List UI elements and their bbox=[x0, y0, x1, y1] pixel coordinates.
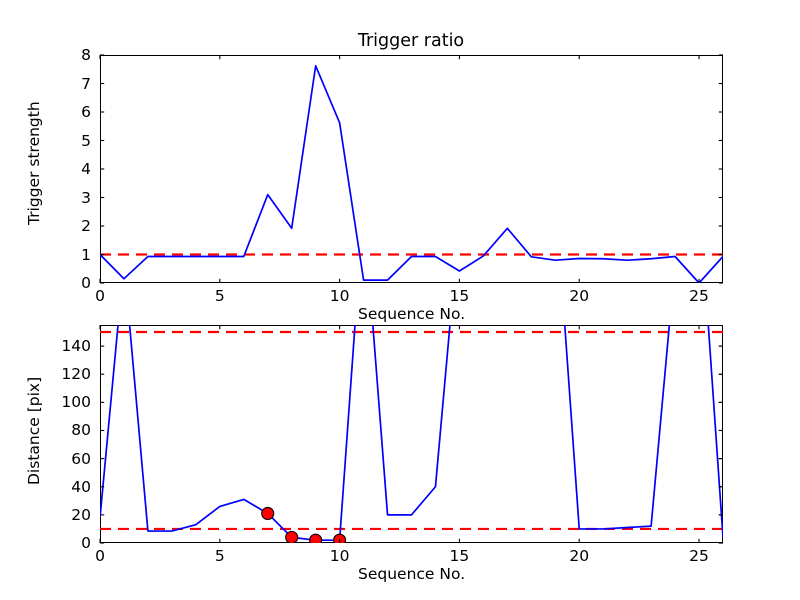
distance-xtick: 10 bbox=[329, 547, 350, 565]
trigger-ratio-canvas bbox=[99, 54, 723, 284]
distance-ytick: 20 bbox=[71, 505, 91, 524]
distance-xtick: 0 bbox=[95, 547, 105, 565]
trigger-ratio-xtick: 20 bbox=[569, 287, 590, 305]
axes-frame-top bbox=[100, 55, 723, 283]
distance-xtick: 15 bbox=[449, 547, 470, 565]
chart-title: Trigger ratio bbox=[357, 31, 465, 51]
trigger-ratio-ytick: 5 bbox=[81, 131, 91, 150]
distance-ytick: 140 bbox=[61, 337, 91, 356]
trigger-ratio-ytick: 2 bbox=[81, 217, 91, 235]
distance-xtick: 5 bbox=[214, 547, 225, 565]
series-line-0 bbox=[100, 325, 723, 542]
trigger-ratio-ytick: 6 bbox=[81, 103, 91, 121]
trigger-ratio-ytick: 0 bbox=[81, 274, 91, 292]
trigger-ratio-axes bbox=[99, 54, 723, 284]
distance-ytick: 100 bbox=[61, 393, 91, 412]
distance-ylabel: Distance [pix] bbox=[25, 376, 43, 485]
distance-ytick: 120 bbox=[61, 365, 91, 384]
axes-frame-bottom bbox=[100, 325, 723, 543]
trigger-ratio-xtick: 15 bbox=[449, 287, 470, 305]
trigger-ratio-ytick: 8 bbox=[81, 46, 91, 64]
trigger-ratio-ytick: 4 bbox=[81, 160, 91, 178]
distance-ytick: 60 bbox=[71, 449, 91, 468]
series-line-0 bbox=[100, 64, 723, 283]
distance-xtick: 25 bbox=[689, 547, 709, 565]
distance-ytick: 80 bbox=[71, 421, 91, 440]
distance-canvas bbox=[99, 325, 723, 544]
trigger-ratio-xtick: 10 bbox=[329, 287, 350, 305]
distance-xlabel: Sequence No. bbox=[358, 565, 466, 583]
trigger-ratio-xtick: 0 bbox=[95, 287, 105, 305]
trigger-ratio-xtick: 25 bbox=[689, 287, 709, 305]
trigger-ratio-ytick: 1 bbox=[81, 245, 91, 264]
distance-axes bbox=[99, 325, 723, 544]
trigger-ratio-ylabel: Trigger strength bbox=[25, 101, 43, 225]
trigger-ratio-ytick: 7 bbox=[81, 74, 91, 93]
data-point-marker bbox=[285, 530, 299, 543]
distance-xtick: 20 bbox=[569, 547, 590, 565]
data-point-marker bbox=[333, 533, 347, 543]
data-point-marker bbox=[261, 506, 275, 521]
data-point-marker bbox=[309, 533, 323, 543]
distance-ytick: 0 bbox=[81, 534, 91, 552]
trigger-ratio-xtick: 5 bbox=[214, 287, 225, 305]
trigger-ratio-ytick: 3 bbox=[81, 188, 91, 207]
trigger-ratio-xlabel: Sequence No. bbox=[358, 305, 466, 323]
distance-ytick: 40 bbox=[71, 477, 91, 496]
